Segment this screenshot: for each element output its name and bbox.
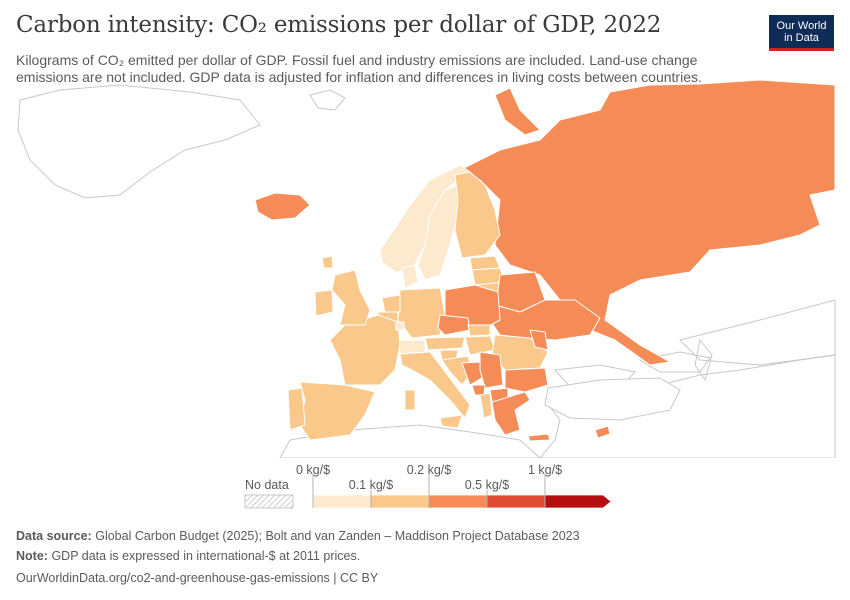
legend-upper-label: 1 kg/$ (528, 463, 562, 477)
footer-source-label: Data source: (16, 529, 92, 543)
legend-bin[interactable] (370, 494, 430, 509)
footer-source: Data source: Global Carbon Budget (2025)… (16, 529, 580, 543)
chart-title: Carbon intensity: CO₂ emissions per doll… (16, 12, 662, 38)
country-sardinia[interactable] (404, 389, 416, 411)
choropleth-map (17, 79, 836, 458)
country-italy[interactable] (399, 351, 471, 419)
logo-line-2: in Data (784, 32, 819, 44)
country-crete[interactable] (527, 433, 551, 442)
country-sicily[interactable] (439, 414, 463, 429)
country-cyprus[interactable] (594, 425, 611, 439)
legend-no-data-label: No data (245, 478, 289, 492)
country-portugal[interactable] (287, 387, 306, 431)
caspian-outline (694, 338, 713, 382)
central-asia-outline (679, 299, 836, 366)
country-czechia[interactable] (437, 314, 471, 336)
country-france[interactable] (329, 314, 401, 386)
owid-logo[interactable]: Our World in Data (769, 15, 834, 51)
legend-bins (312, 494, 612, 509)
country-ukraine[interactable] (489, 299, 601, 341)
country-denmark[interactable] (401, 264, 419, 289)
legend-bin[interactable] (486, 494, 546, 509)
legend-bin[interactable] (544, 494, 612, 509)
north-africa-outline (279, 424, 541, 458)
footer-note-label: Note: (16, 549, 48, 563)
footer-source-text[interactable]: Global Carbon Budget (2025); Bolt and va… (95, 529, 580, 543)
legend-bin[interactable] (312, 494, 372, 509)
country-austria[interactable] (424, 336, 466, 351)
countries (254, 79, 836, 442)
chart-subtitle: Kilograms of CO₂ emitted per dollar of G… (16, 52, 702, 85)
legend-no-data-swatch (244, 494, 294, 509)
country-bulgaria[interactable] (504, 367, 549, 393)
country-finland[interactable] (454, 171, 501, 259)
legend-upper-label: 0.2 kg/$ (407, 463, 452, 477)
country-sweden[interactable] (417, 184, 461, 281)
svalbard-outline (309, 89, 346, 111)
country-serbia[interactable] (479, 351, 504, 389)
country-greece[interactable] (491, 391, 531, 436)
country-albania[interactable] (479, 392, 493, 419)
legend-upper-label: 0 kg/$ (296, 463, 330, 477)
country-russia[interactable] (459, 79, 836, 366)
country-slovakia[interactable] (467, 324, 491, 337)
footer-note-text: GDP data is expressed in international-$… (51, 549, 361, 563)
legend-labels: 0 kg/$ 0.2 kg/$ 1 kg/$ 0.1 kg/$ 0.5 kg/$ (296, 463, 562, 508)
country-iceland[interactable] (254, 192, 311, 221)
logo-line-1: Our World (776, 20, 827, 32)
country-united-kingdom[interactable] (331, 269, 371, 326)
legend-lower-label: 0.1 kg/$ (349, 478, 394, 492)
country-faroe[interactable] (321, 255, 334, 269)
country-turkey[interactable] (544, 377, 681, 421)
country-ireland[interactable] (314, 289, 334, 317)
legend-lower-label: 0.5 kg/$ (465, 478, 510, 492)
legend-bin[interactable] (428, 494, 488, 509)
caucasus-outline (638, 351, 711, 373)
footer-note: Note: GDP data is expressed in internati… (16, 549, 360, 563)
country-luxembourg[interactable] (395, 321, 405, 331)
footer-url[interactable]: OurWorldinData.org/co2-and-greenhouse-ga… (16, 571, 379, 585)
country-netherlands[interactable] (381, 294, 401, 313)
greenland-outline (17, 84, 261, 199)
country-russia-novaya-zemlya[interactable] (494, 87, 541, 136)
country-moldova[interactable] (529, 329, 549, 351)
